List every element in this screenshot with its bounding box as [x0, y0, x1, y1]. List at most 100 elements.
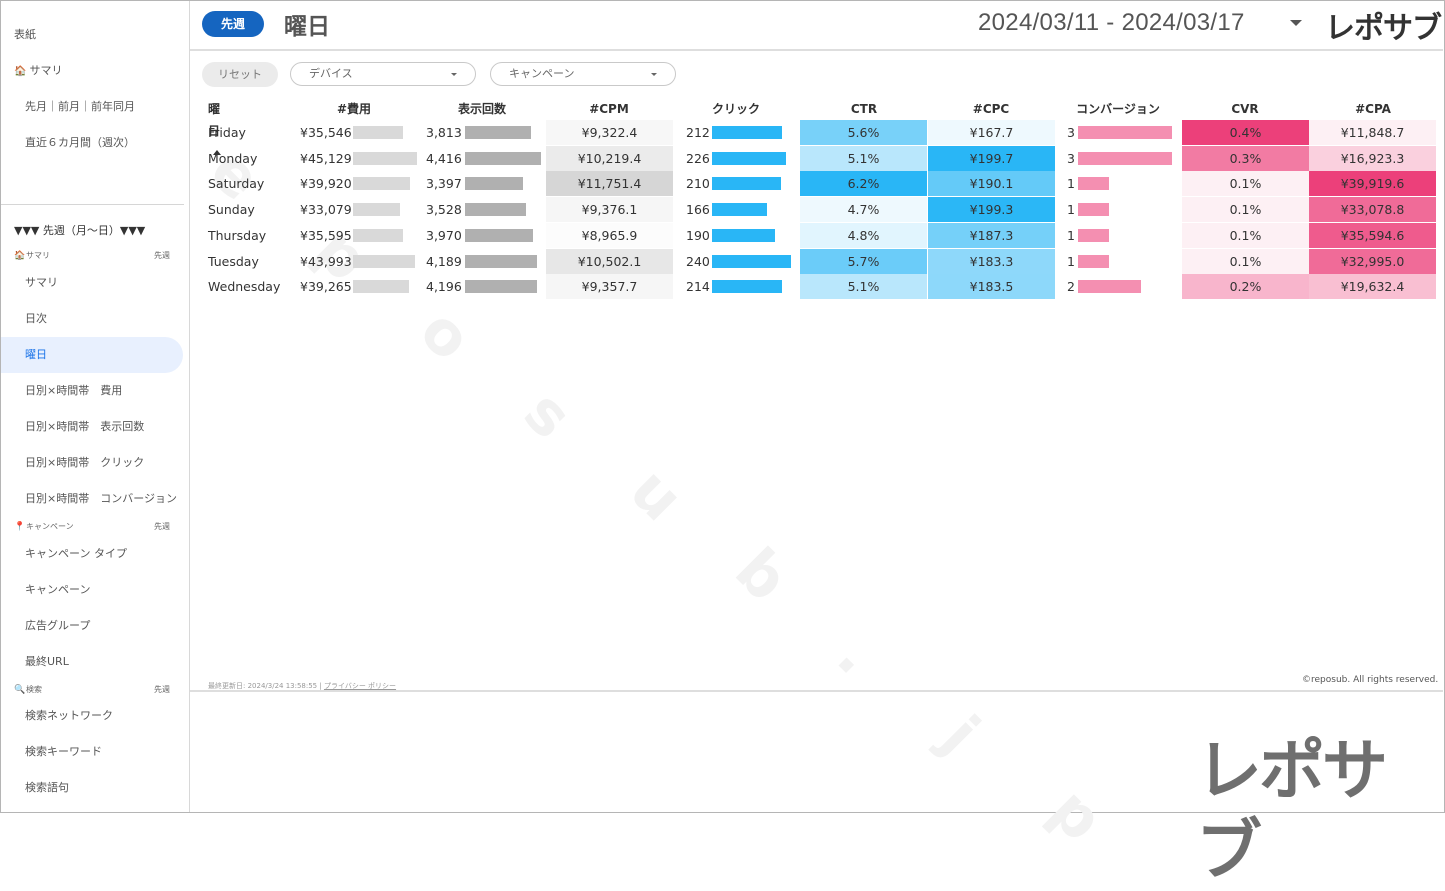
sidebar-item[interactable]: 検索語句 — [1, 770, 183, 806]
cell-imp-value: 3,970 — [426, 227, 462, 243]
reset-button[interactable]: リセット — [202, 62, 278, 87]
column-header[interactable]: CVR — [1231, 102, 1259, 116]
device-filter-label: デバイス — [309, 67, 353, 80]
sidebar-item-label: 直近６カ月間（週次） — [25, 136, 135, 149]
column-header[interactable]: コンバージョン — [1076, 102, 1160, 116]
cell-imp-value: 4,416 — [426, 150, 462, 166]
sidebar-item-label: 曜日 — [25, 348, 47, 361]
cell-cost: ¥43,993 — [300, 249, 422, 274]
sidebar-item-top-3[interactable]: 直近６カ月間（週次） — [1, 125, 183, 161]
data-bar — [465, 254, 537, 268]
cell-ctr: 5.1% — [800, 274, 927, 300]
cell-cpm: ¥10,219.4 — [546, 145, 673, 171]
data-bar — [353, 151, 417, 165]
sidebar-item-label: 検索語句 — [25, 781, 69, 794]
data-bar — [465, 177, 523, 191]
data-bar — [465, 228, 533, 242]
cell-clicks: 240 — [686, 249, 796, 274]
sidebar-item[interactable]: 曜日 — [1, 337, 183, 373]
cell-clicks-value: 212 — [686, 125, 710, 140]
sidebar-item[interactable]: 広告グループ — [1, 608, 183, 644]
sidebar-item[interactable]: 日別×時間帯 費用 — [1, 373, 183, 409]
sidebar-item-top-1[interactable]: 🏠 サマリ — [1, 53, 183, 89]
cell-imp: 4,416 — [426, 146, 546, 171]
sidebar-item[interactable]: 検索ネットワーク — [1, 698, 183, 734]
column-header[interactable]: 表示回数 — [457, 102, 506, 116]
data-bar — [712, 228, 775, 242]
sidebar-item[interactable]: キャンペーン — [1, 572, 183, 608]
sidebar-item[interactable]: 日別×時間帯 クリック — [1, 445, 183, 481]
data-bar — [1078, 228, 1109, 242]
cell-conv-value: 2 — [1067, 279, 1075, 295]
data-bar — [712, 151, 786, 165]
column-header[interactable]: #費用 — [336, 102, 372, 116]
data-bar — [1078, 151, 1172, 165]
header: 先週 曜日 2024/03/11 - 2024/03/17 レポサブ — [190, 1, 1443, 51]
cell-cvr: 0.3% — [1182, 145, 1309, 171]
period-button[interactable]: 先週 — [202, 11, 264, 37]
sidebar-item-label: 日別×時間帯 クリック — [25, 456, 145, 469]
date-range-picker[interactable]: 2024/03/11 - 2024/03/17 — [978, 9, 1245, 36]
sidebar-section: 🔍検索 先週 — [14, 684, 170, 696]
cell-ctr: 4.7% — [800, 197, 927, 223]
sidebar-item-label: 検索キーワード — [25, 745, 102, 758]
cell-conv: 1 — [1067, 223, 1177, 248]
sidebar-item[interactable]: 日次 — [1, 301, 183, 337]
cell-clicks-value: 214 — [686, 279, 710, 295]
cell-ctr: 5.1% — [800, 145, 927, 171]
cell-clicks: 214 — [686, 274, 796, 299]
footer-updated: 最終更新日: 2024/3/24 13:58:55 | プライバシー ポリシー — [208, 682, 397, 690]
cell-cpa: ¥19,632.4 — [1309, 274, 1436, 300]
cell-clicks-value: 166 — [686, 202, 710, 218]
section-period: 先週 — [154, 685, 170, 694]
cell-clicks-value: 226 — [686, 150, 710, 166]
column-header[interactable]: #CPA — [1355, 102, 1391, 116]
data-bar — [712, 177, 781, 191]
column-header[interactable]: CTR — [850, 102, 878, 116]
sidebar-item-top-0[interactable]: 表紙 — [1, 17, 183, 53]
sidebar-item[interactable]: 検索キーワード — [1, 734, 183, 770]
device-filter[interactable]: デバイス — [290, 62, 476, 86]
sidebar-item[interactable]: キャンペーン タイプ — [1, 536, 183, 572]
sidebar-item[interactable]: 最終URL — [1, 644, 183, 680]
cell-cvr: 0.1% — [1182, 171, 1309, 197]
cell-cpm: ¥9,376.1 — [546, 197, 673, 223]
data-bar — [712, 254, 791, 268]
sidebar-item[interactable]: サマリ — [1, 265, 183, 301]
campaign-filter[interactable]: キャンペーン — [490, 62, 676, 86]
cell-day: Tuesday — [208, 253, 259, 269]
column-header[interactable]: #CPM — [589, 102, 629, 116]
sidebar-item-label: 日次 — [25, 312, 47, 325]
column-header-label: 曜日 — [208, 102, 221, 138]
cell-cvr: 0.4% — [1182, 120, 1309, 145]
cell-conv-value: 3 — [1067, 125, 1075, 140]
sidebar: 表紙 🏠 サマリ 先月｜前月｜前年同月 直近６カ月間（週次） ▼▼▼ 先週（月～日）▼▼▼… — [1, 1, 190, 812]
column-header[interactable]: クリック — [711, 102, 760, 116]
cell-ctr: 6.2% — [800, 171, 927, 197]
section-period: 先週 — [154, 251, 170, 260]
data-bar — [1078, 126, 1172, 139]
data-bar — [712, 203, 767, 217]
cell-clicks-value: 190 — [686, 227, 710, 243]
privacy-link[interactable]: プライバシー ポリシー — [323, 682, 397, 690]
cell-cpc: ¥190.1 — [928, 171, 1055, 197]
cell-conv-value: 1 — [1067, 227, 1075, 243]
section-title: サマリ — [26, 251, 50, 260]
sidebar-item[interactable]: 日別×時間帯 コンバージョン — [1, 481, 183, 517]
sidebar-item[interactable]: 日別×時間帯 表示回数 — [1, 409, 183, 445]
cell-day: Friday — [208, 125, 246, 140]
cell-cpc: ¥167.7 — [928, 120, 1055, 145]
cell-cpa: ¥16,923.3 — [1309, 145, 1436, 171]
last-updated: 最終更新日: 2024/3/24 13:58:55 — [208, 682, 318, 690]
chevron-down-icon[interactable] — [1290, 20, 1302, 26]
cell-ctr: 5.7% — [800, 248, 927, 274]
cell-clicks: 226 — [686, 146, 796, 171]
column-header[interactable]: 曜日 — [208, 98, 221, 155]
sidebar-item-top-2[interactable]: 先月｜前月｜前年同月 — [1, 89, 183, 125]
section-title: キャンペーン — [26, 522, 74, 531]
search-icon: 🔍 — [14, 685, 26, 695]
sidebar-item-label: サマリ — [25, 276, 58, 289]
data-bar — [465, 280, 537, 294]
cell-cpm: ¥11,751.4 — [546, 171, 673, 197]
column-header[interactable]: #CPC — [972, 102, 1010, 116]
